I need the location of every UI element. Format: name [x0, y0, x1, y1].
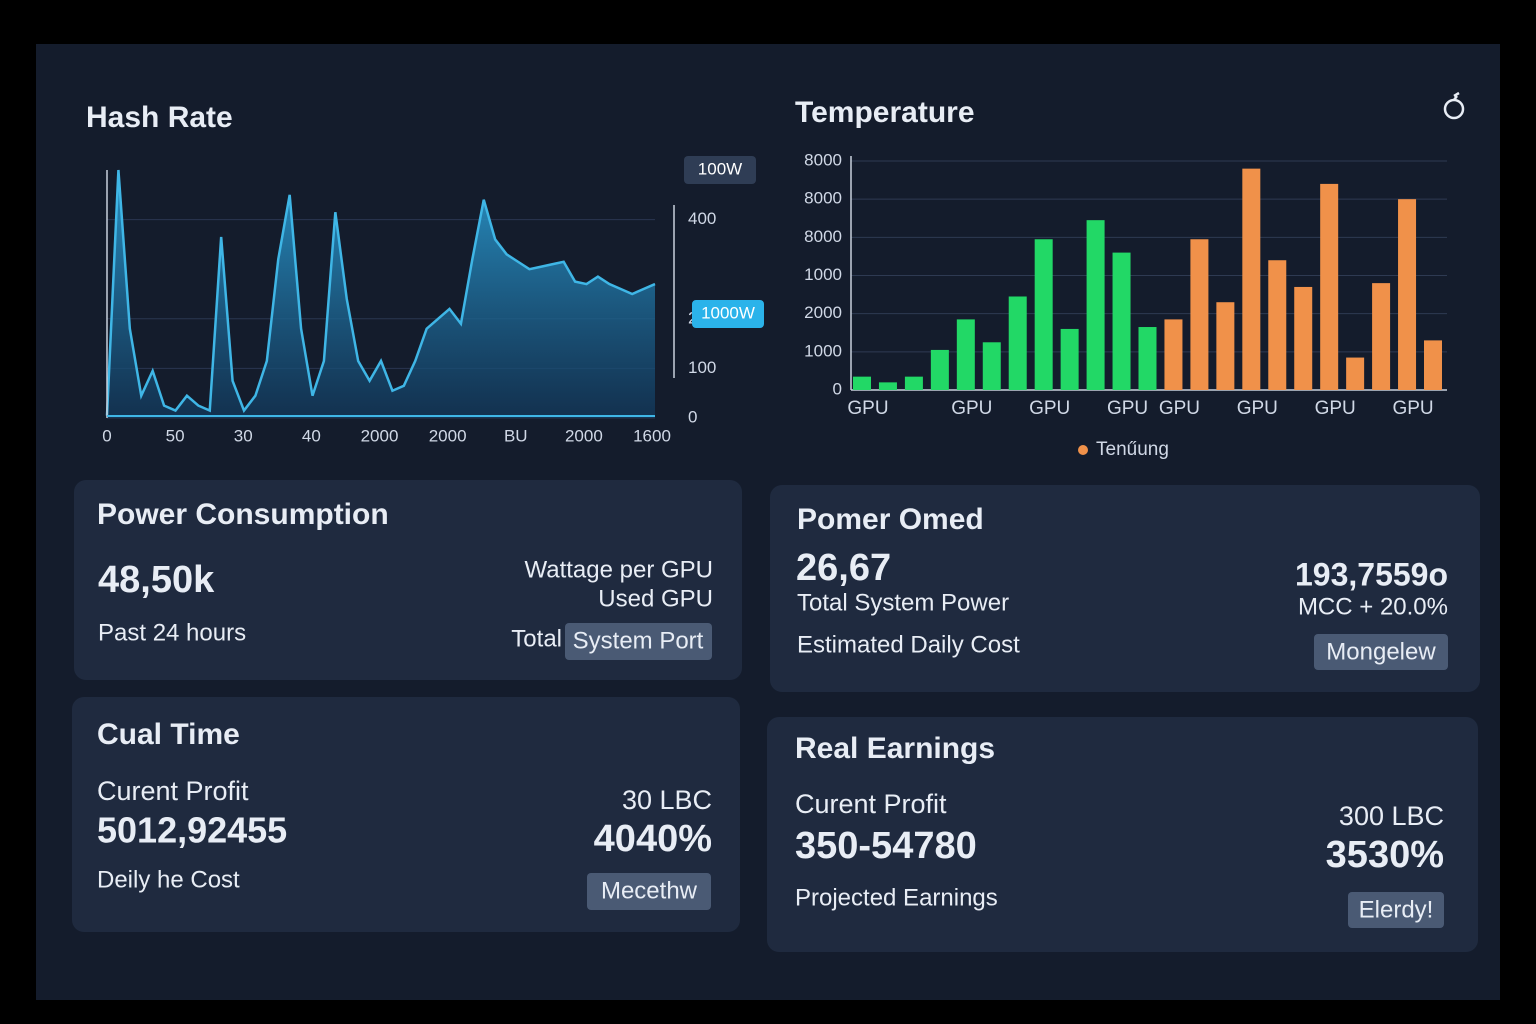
bar: [1034, 239, 1053, 390]
y-tick-label: 8000: [804, 150, 842, 169]
x-tick-label: GPU: [1392, 398, 1433, 419]
bar: [1086, 220, 1105, 390]
bar: [1268, 260, 1287, 390]
badge-label: 100W: [698, 159, 742, 178]
card-title: Real Earnings: [795, 732, 995, 765]
card-text: 4040%: [594, 818, 712, 860]
bar: [1112, 252, 1131, 390]
button-label[interactable]: Mongelew: [1326, 638, 1436, 665]
x-tick-label: 2000: [361, 426, 399, 445]
bar: [956, 319, 975, 390]
card-title: Pomer Omed: [797, 503, 984, 536]
card-text: Total System Power: [797, 589, 1009, 616]
card-text: 300 LBC: [1339, 801, 1444, 831]
x-tick-label: GPU: [1029, 398, 1070, 419]
chart-title: Temperature: [795, 96, 975, 129]
line: [105, 169, 656, 416]
card-title: Cual Time: [97, 718, 240, 751]
x-tick-label: 0: [102, 426, 111, 445]
x-tick-label: GPU: [1237, 398, 1278, 419]
bar: [930, 349, 949, 390]
card-text: Wattage per GPU: [524, 556, 713, 583]
x-tick-label: GPU: [951, 398, 992, 419]
badge: [692, 300, 764, 328]
bar: [1346, 357, 1365, 390]
bar: [1216, 302, 1235, 390]
card-note: Deily he Cost: [97, 866, 240, 893]
card-text: Used GPU: [598, 585, 713, 612]
button[interactable]: [587, 873, 711, 910]
card-note: Projected Earnings: [795, 884, 998, 911]
card-text: Estimated Daily Cost: [797, 631, 1020, 658]
card-text: 3530%: [1326, 834, 1444, 876]
badge-label: 1000W: [701, 303, 755, 322]
card: [770, 485, 1480, 692]
bar: [1008, 296, 1027, 390]
x-tick-label: GPU: [847, 398, 888, 419]
x-tick-label: GPU: [1107, 398, 1148, 419]
y-tick-label: 0: [688, 407, 697, 426]
card-value: 48,50k: [98, 559, 215, 601]
bar: [904, 376, 923, 390]
bar: [1320, 183, 1339, 390]
card: [72, 697, 740, 932]
x-tick-label: 40: [302, 426, 321, 445]
bar: [853, 376, 871, 390]
area: [107, 170, 655, 418]
button-label[interactable]: Mecethw: [601, 877, 698, 904]
legend-label: Tenűung: [1096, 439, 1169, 460]
bar: [982, 342, 1001, 390]
button[interactable]: [565, 623, 712, 660]
card-label: Curent Profit: [795, 789, 947, 819]
card-note: Past 24 hours: [98, 619, 246, 646]
bar: [1190, 239, 1209, 390]
y-tick-label: 1000: [804, 265, 842, 284]
card-text: 30 LBC: [622, 785, 712, 815]
x-tick-label: 50: [166, 426, 185, 445]
y-tick-label: 8000: [804, 189, 842, 208]
bar: [1372, 283, 1391, 390]
x-tick-label: 2000: [565, 426, 603, 445]
bar: [1164, 319, 1183, 390]
x-tick-label: 1600: [633, 426, 671, 445]
card-label: Curent Profit: [97, 776, 249, 806]
card-value: 350-54780: [795, 825, 977, 867]
card-text: 193,7559o: [1295, 556, 1448, 592]
bar: [1242, 168, 1261, 390]
bar: [878, 382, 897, 390]
badge: [684, 156, 756, 184]
bar: [1398, 199, 1417, 390]
refresh-icon[interactable]: [1443, 91, 1465, 120]
card: [767, 717, 1478, 952]
x-tick-label: 30: [234, 426, 253, 445]
button-label[interactable]: Elerdy!: [1359, 896, 1434, 923]
x-tick-label: BU: [504, 426, 528, 445]
button[interactable]: [1314, 634, 1448, 670]
card-value: 26,67: [796, 547, 891, 589]
y-tick-label: 400: [688, 209, 716, 228]
card-text: MCC + 20.0%: [1298, 593, 1448, 620]
y-tick-label: 100: [688, 358, 716, 377]
x-tick-label: GPU: [1159, 398, 1200, 419]
bar: [1424, 340, 1442, 390]
y-tick-label: 1000: [804, 341, 842, 360]
button-label[interactable]: System Port: [573, 627, 704, 654]
card-value: 5012,92455: [97, 810, 287, 851]
x-tick-label: 2000: [429, 426, 467, 445]
y-tick-label: 2000: [804, 303, 842, 322]
card-text: Total: [511, 625, 562, 652]
bar: [1060, 328, 1079, 390]
bar: [1294, 286, 1313, 390]
bar: [1138, 327, 1157, 390]
button[interactable]: [1348, 892, 1444, 928]
y-tick-label: 0: [833, 379, 842, 398]
x-tick-label: GPU: [1315, 398, 1356, 419]
y-tick-label: 8000: [804, 227, 842, 246]
card-title: Power Consumption: [97, 498, 389, 531]
legend-marker: [1078, 445, 1088, 455]
chart-title: Hash Rate: [86, 101, 233, 134]
